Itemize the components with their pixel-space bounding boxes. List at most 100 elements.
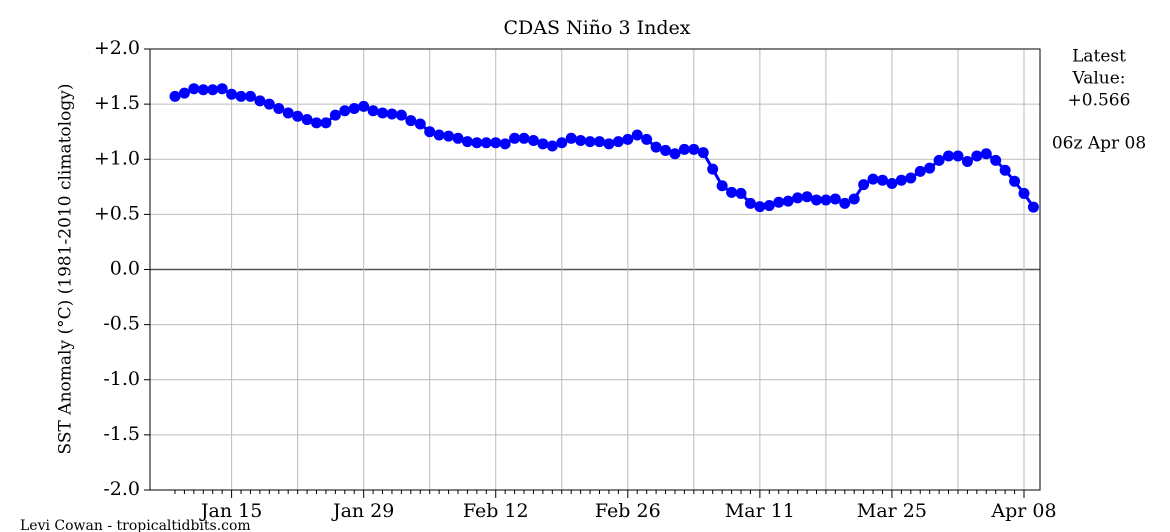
point — [452, 132, 464, 144]
point — [631, 129, 643, 141]
point — [961, 155, 973, 167]
annotation: Value: — [1071, 69, 1125, 89]
point — [546, 140, 558, 152]
point — [197, 84, 209, 96]
point — [848, 193, 860, 205]
point — [556, 137, 568, 149]
point — [263, 98, 275, 110]
plot-frame — [149, 48, 1041, 491]
point — [612, 136, 624, 148]
y-tick-label: -1.0 — [103, 368, 140, 390]
point — [424, 126, 436, 138]
point — [933, 154, 945, 166]
x-tick-label: Apr 08 — [990, 500, 1056, 522]
point — [311, 117, 322, 129]
point — [254, 95, 266, 107]
series-line — [174, 87, 1035, 209]
point — [782, 195, 794, 207]
point — [1009, 175, 1021, 187]
point — [169, 90, 181, 102]
point — [820, 194, 832, 206]
point — [697, 147, 709, 159]
point — [499, 138, 511, 150]
point — [660, 144, 672, 156]
point — [971, 150, 983, 162]
point — [292, 110, 304, 122]
point — [810, 194, 822, 206]
x-tick-label: Jan 29 — [331, 500, 394, 522]
annotation: 06z Apr 08 — [1052, 134, 1146, 154]
point — [669, 148, 681, 160]
point — [414, 118, 426, 130]
credit: Levi Cowan - tropicaltidbits.com — [20, 518, 251, 532]
point — [792, 192, 804, 204]
point — [395, 109, 407, 121]
point — [924, 162, 936, 174]
point — [990, 154, 1002, 166]
point — [188, 83, 200, 95]
point — [914, 165, 926, 177]
point — [858, 179, 870, 191]
y-tick-label: +2.0 — [94, 37, 140, 59]
point — [377, 107, 389, 119]
point — [839, 197, 851, 209]
y-tick-label: 0.0 — [110, 258, 140, 280]
point — [726, 186, 738, 198]
point — [707, 163, 719, 175]
point — [329, 109, 341, 121]
point — [461, 136, 473, 148]
point — [1018, 187, 1030, 199]
x-tick-label: Jan 15 — [199, 500, 262, 522]
point — [773, 196, 785, 208]
point — [348, 103, 360, 115]
y-tick-label: -1.5 — [103, 423, 140, 445]
point — [678, 143, 690, 155]
annotation: Latest — [1072, 47, 1126, 67]
point — [216, 83, 228, 95]
point — [952, 150, 964, 162]
point — [999, 164, 1011, 176]
point — [565, 132, 577, 144]
point — [537, 138, 549, 150]
point — [244, 90, 256, 102]
point — [641, 133, 653, 145]
point — [207, 84, 219, 96]
point — [763, 200, 775, 212]
point — [877, 174, 888, 186]
point — [754, 201, 766, 213]
point — [339, 105, 351, 117]
point — [688, 143, 700, 155]
point — [405, 115, 417, 127]
point — [716, 180, 728, 192]
x-tick-label: Mar 11 — [725, 500, 795, 522]
y-tick-label: +0.5 — [94, 202, 140, 224]
y-tick-label: +1.0 — [94, 147, 140, 169]
x-tick-label: Mar 25 — [857, 500, 927, 522]
point — [301, 114, 313, 126]
annotation: +0.566 — [1068, 91, 1131, 111]
point — [895, 174, 907, 186]
point — [433, 129, 445, 141]
point — [273, 103, 285, 115]
point — [980, 148, 992, 160]
point — [744, 197, 756, 209]
point — [584, 136, 596, 148]
x-tick-label: Feb 12 — [463, 500, 529, 522]
point — [490, 137, 502, 149]
x-tick-label: Feb 26 — [595, 500, 661, 522]
point — [509, 132, 521, 144]
point — [320, 117, 332, 129]
point — [471, 137, 483, 149]
point — [226, 88, 238, 100]
point — [735, 187, 747, 199]
point — [905, 172, 917, 184]
y-tick-label: -2.0 — [103, 478, 140, 500]
point — [443, 130, 455, 142]
point — [867, 173, 879, 185]
y-tick-label: -0.5 — [103, 313, 140, 335]
y-tick-label: +1.5 — [94, 92, 140, 114]
point — [575, 135, 587, 147]
point — [235, 90, 247, 102]
point — [943, 150, 955, 162]
